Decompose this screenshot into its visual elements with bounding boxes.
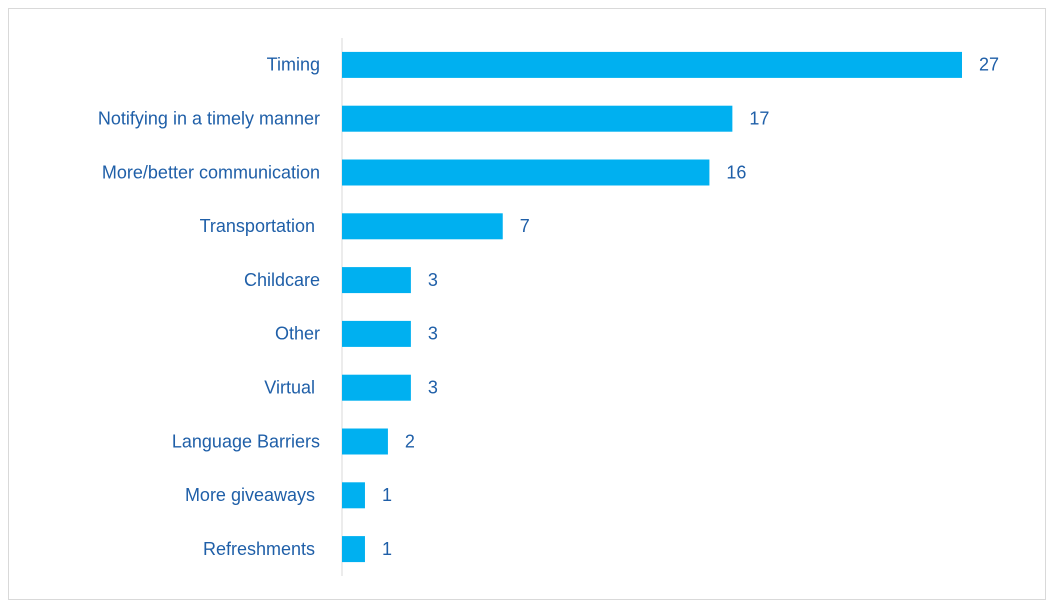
category-label: More/better communication <box>102 162 320 182</box>
category-label: Childcare <box>244 270 320 290</box>
bar <box>342 374 411 401</box>
category-label: Virtual <box>264 377 320 397</box>
category-label: Refreshments <box>203 539 320 559</box>
value-label: 7 <box>520 216 530 236</box>
bar <box>342 51 962 78</box>
bar <box>342 159 710 186</box>
bar <box>342 213 503 240</box>
category-label: Language Barriers <box>172 431 320 451</box>
bar <box>342 536 365 563</box>
value-label: 2 <box>405 431 415 451</box>
bar <box>342 267 411 294</box>
bar <box>342 105 733 132</box>
value-label: 27 <box>979 55 999 75</box>
value-label: 1 <box>382 485 392 505</box>
bar <box>342 320 411 347</box>
value-label: 16 <box>726 162 746 182</box>
bar <box>342 428 388 455</box>
category-label: Transportation <box>200 216 320 236</box>
chart-frame <box>8 8 1046 600</box>
value-label: 3 <box>428 377 438 397</box>
category-label: Other <box>275 324 320 344</box>
value-label: 1 <box>382 539 392 559</box>
value-label: 3 <box>428 324 438 344</box>
value-label: 17 <box>749 108 769 128</box>
value-label: 3 <box>428 270 438 290</box>
bar <box>342 482 365 509</box>
category-label: Notifying in a timely manner <box>98 108 320 128</box>
category-label: Timing <box>267 55 320 75</box>
category-label: More giveaways <box>185 485 320 505</box>
